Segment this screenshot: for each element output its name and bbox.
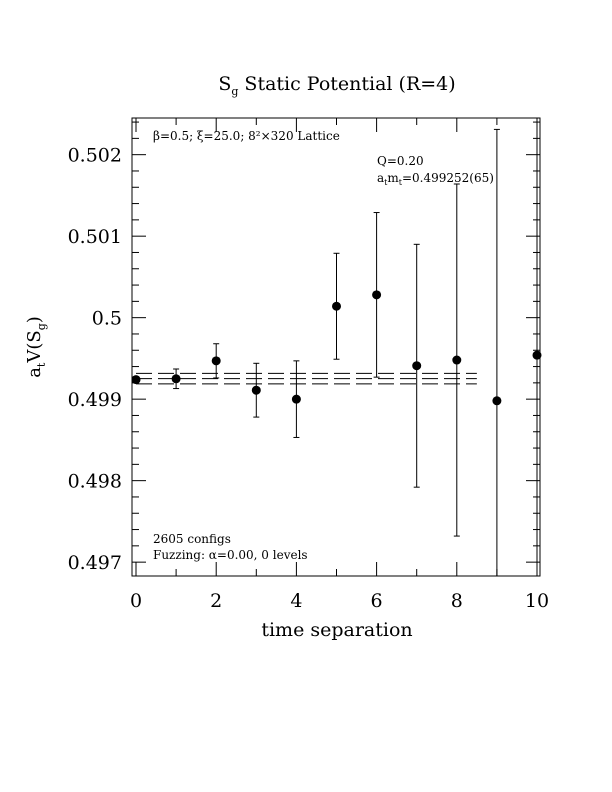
- title-main: S: [218, 73, 231, 95]
- x-tick-label: 2: [210, 590, 222, 612]
- x-tick-label: 8: [451, 590, 463, 612]
- y-tick-label: 0.5: [92, 308, 122, 330]
- data-point: [251, 385, 261, 395]
- data-point: [372, 290, 382, 300]
- title-subscript: g: [231, 85, 238, 98]
- y-axis-label: atV(Sg): [24, 316, 48, 378]
- fit-band: [136, 372, 477, 385]
- x-tick-label: 0: [130, 590, 142, 612]
- fuzzing-annotation: Fuzzing: α=0.00, 0 levels: [153, 548, 308, 562]
- params-annotation: β=0.5; ξ=25.0; 8²×320 Lattice: [153, 129, 340, 143]
- data-point: [171, 374, 181, 384]
- y-tick-label: 0.502: [68, 145, 122, 167]
- x-tick-label: 10: [525, 590, 549, 612]
- x-axis-label: time separation: [261, 619, 412, 641]
- title-rest: Static Potential (R=4): [238, 73, 455, 95]
- configs-annotation: 2605 configs: [153, 532, 231, 546]
- y-tick-label: 0.498: [68, 471, 122, 493]
- chart-title: Sg Static Potential (R=4): [218, 73, 455, 98]
- fit-q-annotation: Q=0.20: [377, 154, 424, 168]
- y-tick-label: 0.497: [68, 552, 122, 574]
- x-tick-label: 6: [371, 590, 383, 612]
- data-point: [492, 396, 502, 406]
- data-point: [452, 355, 462, 365]
- data-point: [131, 375, 141, 385]
- x-tick-label: 4: [290, 590, 302, 612]
- data-point: [412, 361, 422, 371]
- y-tick-label: 0.501: [68, 226, 122, 248]
- fit-mass-annotation: atmt=0.499252(65): [377, 171, 494, 187]
- data-point: [291, 394, 301, 404]
- axis-tick-labels: 0 2 4 6 8 10 0.497 0.498 0.499 0.5 0.501 0.502: [68, 145, 550, 612]
- data-point: [532, 350, 542, 360]
- data-points: [131, 118, 542, 576]
- data-point: [332, 301, 341, 311]
- data-point: [211, 356, 221, 366]
- y-tick-label: 0.499: [68, 389, 122, 411]
